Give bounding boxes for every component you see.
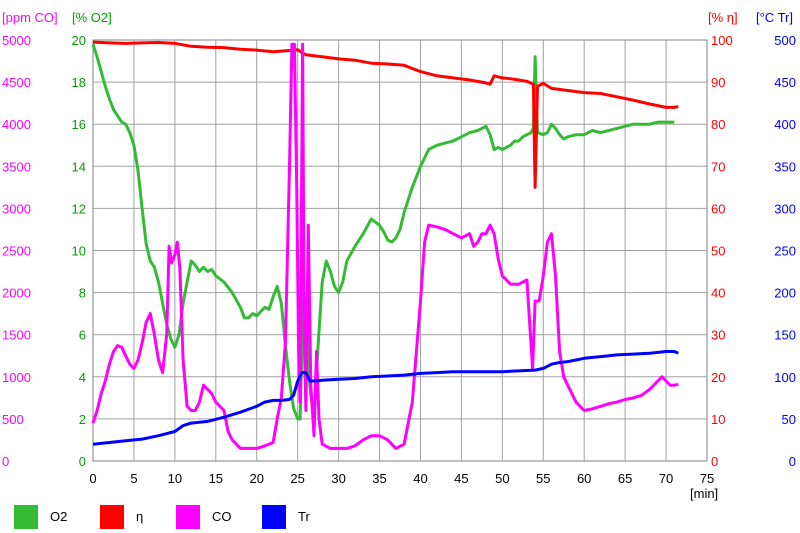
legend-label: Tr [298, 509, 310, 524]
tr-tick-label: 250 [774, 244, 796, 259]
legend-swatch [262, 505, 286, 529]
o2-tick-label: 10 [72, 244, 86, 259]
eta-tick-label: 30 [711, 328, 725, 343]
legend-label: η [136, 509, 144, 524]
axes: [ppm CO] [% O2] [% η] [°C Tr] [min] 0 5 10… [2, 10, 796, 501]
tr-tick-label: 400 [774, 117, 796, 132]
x-axis-unit-label: [min] [690, 486, 718, 501]
x-tick-label: 15 [209, 471, 223, 486]
series-line-tr [92, 350, 679, 446]
tr-tick-label: 300 [774, 201, 796, 216]
co-tick-label: 4000 [2, 117, 31, 132]
eta-axis-label: [% η] [708, 10, 738, 25]
x-tick-label: 40 [413, 471, 427, 486]
x-tick-label: 55 [536, 471, 550, 486]
o2-tick-label: 20 [72, 33, 86, 48]
o2-axis-label: [% O2] [72, 10, 112, 25]
co-tick-label: 0 [2, 454, 9, 469]
eta-tick-label: 50 [711, 244, 725, 259]
legend-label: O2 [50, 509, 68, 524]
o2-tick-label: 0 [79, 454, 86, 469]
o2-tick-label: 14 [72, 159, 86, 174]
tr-tick-label: 500 [774, 33, 796, 48]
x-tick-label: 35 [372, 471, 386, 486]
x-tick-label: 20 [249, 471, 263, 486]
co-tick-label: 3000 [2, 201, 31, 216]
eta-tick-label: 0 [711, 454, 718, 469]
co-tick-label: 5000 [2, 33, 31, 48]
tr-tick-label: 450 [774, 75, 796, 90]
x-tick-label: 25 [290, 471, 304, 486]
x-tick-label: 75 [700, 471, 714, 486]
eta-tick-label: 10 [711, 412, 725, 427]
eta-tick-label: 90 [711, 75, 725, 90]
o2-tick-label: 16 [72, 117, 86, 132]
tr-tick-label: 0 [789, 454, 796, 469]
eta-tick-label: 70 [711, 159, 725, 174]
x-tick-label: 10 [168, 471, 182, 486]
x-tick-label: 65 [618, 471, 632, 486]
tr-tick-label: 100 [774, 370, 796, 385]
tr-tick-label: 150 [774, 328, 796, 343]
co-tick-label: 1000 [2, 370, 31, 385]
co-tick-label: 2500 [2, 244, 31, 259]
series-line-co [91, 42, 679, 450]
tr-tick-label: 350 [774, 159, 796, 174]
series-line-eta [92, 40, 679, 189]
legend-swatch [100, 505, 124, 529]
o2-tick-label: 12 [72, 201, 86, 216]
eta-tick-label: 40 [711, 286, 725, 301]
o2-tick-label: 6 [79, 328, 86, 343]
o2-tick-label: 18 [72, 75, 86, 90]
co-tick-label: 2000 [2, 286, 31, 301]
x-tick-label: 60 [577, 471, 591, 486]
series-line-o2 [91, 43, 675, 421]
eta-tick-label: 100 [711, 33, 733, 48]
x-tick-label: 5 [130, 471, 137, 486]
x-tick-label: 45 [454, 471, 468, 486]
tr-tick-label: 200 [774, 286, 796, 301]
co-tick-label: 1500 [2, 328, 31, 343]
eta-tick-label: 80 [711, 117, 725, 132]
o2-tick-label: 8 [79, 286, 86, 301]
co-tick-label: 3500 [2, 159, 31, 174]
co-axis-label: [ppm CO] [2, 10, 58, 25]
o2-tick-label: 2 [79, 412, 86, 427]
eta-tick-label: 60 [711, 201, 725, 216]
legend-label: CO [212, 509, 232, 524]
eta-tick-label: 20 [711, 370, 725, 385]
tr-tick-label: 50 [782, 412, 796, 427]
x-tick-label: 70 [659, 471, 673, 486]
legend: O2 η CO Tr [0, 500, 800, 533]
o2-tick-label: 4 [79, 370, 86, 385]
legend-swatch [14, 505, 38, 529]
x-tick-label: 0 [89, 471, 96, 486]
x-tick-label: 50 [495, 471, 509, 486]
co-tick-label: 500 [2, 412, 24, 427]
legend-swatch [176, 505, 200, 529]
x-tick-label: 30 [331, 471, 345, 486]
tr-axis-label: [°C Tr] [756, 10, 793, 25]
co-tick-label: 4500 [2, 75, 31, 90]
series-group [91, 40, 679, 450]
